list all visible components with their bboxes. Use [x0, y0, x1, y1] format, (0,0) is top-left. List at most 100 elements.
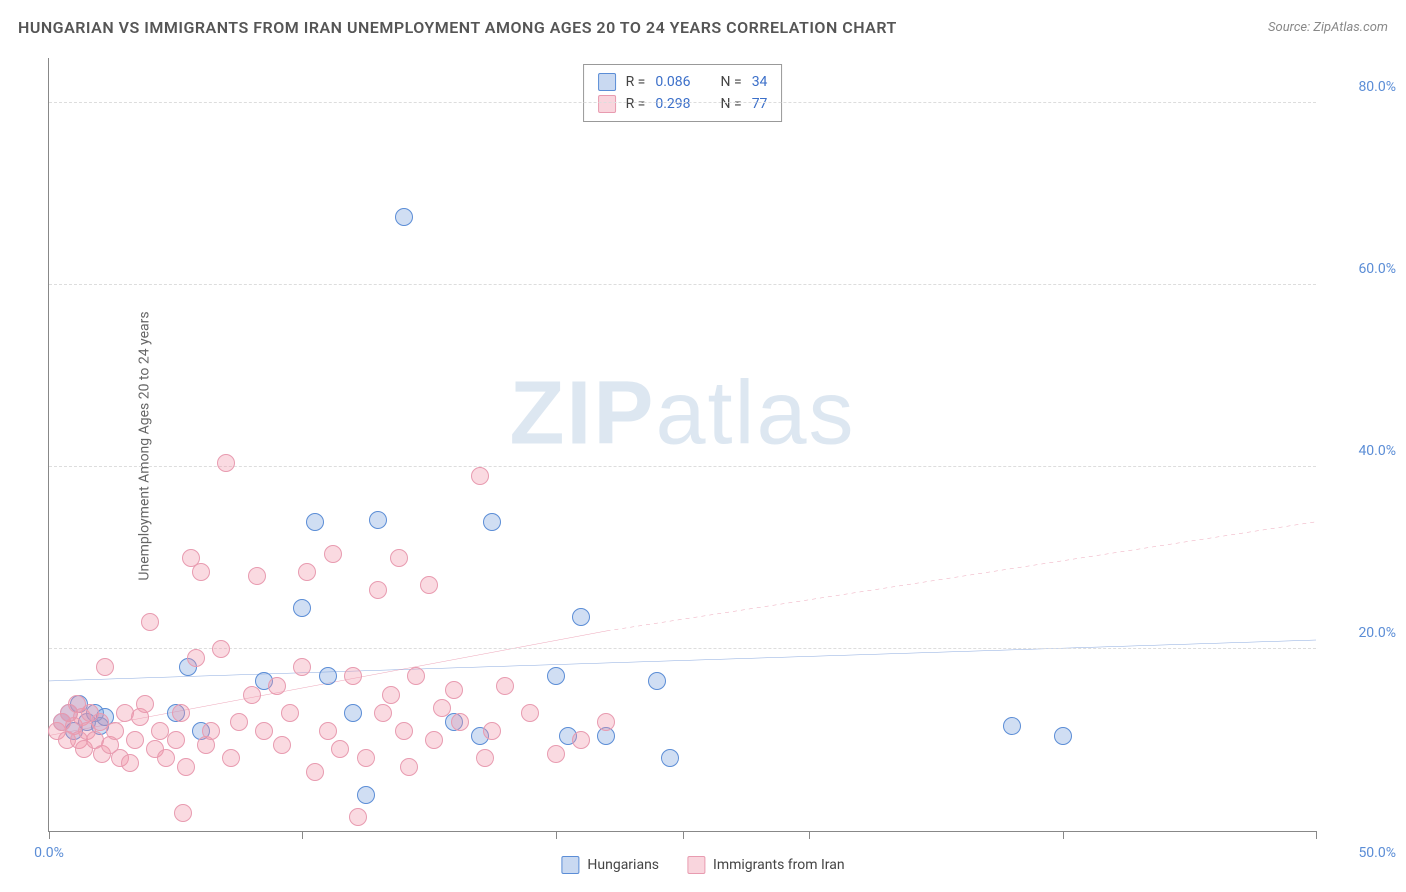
- data-point: [281, 704, 299, 722]
- data-point: [369, 511, 387, 529]
- x-tick: [1316, 831, 1317, 839]
- data-point: [425, 731, 443, 749]
- data-point: [298, 563, 316, 581]
- data-point: [395, 208, 413, 226]
- legend-item: Immigrants from Iran: [687, 856, 845, 874]
- n-value: 34: [752, 74, 768, 90]
- data-point: [1003, 717, 1021, 735]
- data-point: [572, 731, 590, 749]
- chart-title: HUNGARIAN VS IMMIGRANTS FROM IRAN UNEMPL…: [18, 18, 897, 37]
- data-point: [96, 658, 114, 676]
- data-point: [217, 454, 235, 472]
- data-point: [192, 563, 210, 581]
- gridline: [49, 284, 1316, 285]
- series-legend: Hungarians Immigrants from Iran: [561, 856, 844, 874]
- y-tick-label: 80.0%: [1326, 79, 1396, 95]
- data-point: [357, 786, 375, 804]
- data-point: [187, 649, 205, 667]
- title-bar: HUNGARIAN VS IMMIGRANTS FROM IRAN UNEMPL…: [18, 18, 1388, 37]
- data-point: [121, 754, 139, 772]
- gridline: [49, 102, 1316, 103]
- y-tick-label: 60.0%: [1326, 261, 1396, 277]
- x-max-label: 50.0%: [1326, 845, 1396, 861]
- data-point: [420, 576, 438, 594]
- data-point: [331, 740, 349, 758]
- data-point: [374, 704, 392, 722]
- n-label: N =: [721, 74, 742, 90]
- data-point: [319, 667, 337, 685]
- x-tick: [683, 831, 684, 839]
- source-label: Source: ZipAtlas.com: [1268, 20, 1388, 35]
- data-point: [407, 667, 425, 685]
- plot-area: ZIPatlas R =0.086N =34R =0.298N =77 20.0…: [48, 58, 1316, 832]
- data-point: [167, 731, 185, 749]
- data-point: [433, 699, 451, 717]
- x-tick: [49, 831, 50, 839]
- data-point: [273, 736, 291, 754]
- data-point: [445, 681, 463, 699]
- data-point: [106, 722, 124, 740]
- data-point: [496, 677, 514, 695]
- data-point: [212, 640, 230, 658]
- correlation-legend: R = 0.086 N = 34 R = 0.298 N = 77: [583, 64, 783, 122]
- x-tick: [556, 831, 557, 839]
- legend-item: Hungarians: [561, 856, 659, 874]
- data-point: [369, 581, 387, 599]
- legend-swatch: [561, 856, 579, 874]
- r-label: R =: [626, 74, 646, 90]
- data-point: [483, 513, 501, 531]
- data-point: [324, 545, 342, 563]
- data-point: [243, 686, 261, 704]
- data-point: [572, 608, 590, 626]
- data-point: [177, 758, 195, 776]
- watermark-light: atlas: [655, 363, 855, 463]
- data-point: [306, 763, 324, 781]
- r-value: 0.086: [655, 74, 690, 90]
- data-point: [390, 549, 408, 567]
- n-label: N =: [721, 96, 742, 112]
- x-tick: [302, 831, 303, 839]
- data-point: [306, 513, 324, 531]
- data-point: [222, 749, 240, 767]
- data-point: [344, 667, 362, 685]
- watermark: ZIPatlas: [509, 362, 855, 465]
- data-point: [293, 599, 311, 617]
- data-point: [547, 745, 565, 763]
- data-point: [661, 749, 679, 767]
- data-point: [597, 713, 615, 731]
- legend-swatch: [598, 95, 616, 113]
- data-point: [230, 713, 248, 731]
- data-point: [344, 704, 362, 722]
- gridline: [49, 466, 1316, 467]
- legend-swatch: [598, 73, 616, 91]
- data-point: [547, 667, 565, 685]
- n-value: 77: [752, 96, 768, 112]
- data-point: [483, 722, 501, 740]
- r-label: R =: [626, 96, 646, 112]
- data-point: [451, 713, 469, 731]
- legend-swatch: [687, 856, 705, 874]
- data-point: [293, 658, 311, 676]
- data-point: [157, 749, 175, 767]
- watermark-bold: ZIP: [509, 363, 655, 463]
- x-tick: [1063, 831, 1064, 839]
- legend-label: Hungarians: [587, 857, 659, 873]
- data-point: [248, 567, 266, 585]
- x-tick-label: 0.0%: [34, 845, 64, 861]
- legend-label: Immigrants from Iran: [713, 857, 845, 873]
- data-point: [141, 613, 159, 631]
- data-point: [476, 749, 494, 767]
- data-point: [255, 722, 273, 740]
- data-point: [349, 808, 367, 826]
- data-point: [202, 722, 220, 740]
- data-point: [521, 704, 539, 722]
- r-value: 0.298: [655, 96, 690, 112]
- data-point: [471, 467, 489, 485]
- legend-row: R = 0.086 N = 34: [598, 71, 768, 93]
- x-tick: [809, 831, 810, 839]
- gridline: [49, 648, 1316, 649]
- data-point: [319, 722, 337, 740]
- data-point: [1054, 727, 1072, 745]
- data-point: [126, 731, 144, 749]
- data-point: [648, 672, 666, 690]
